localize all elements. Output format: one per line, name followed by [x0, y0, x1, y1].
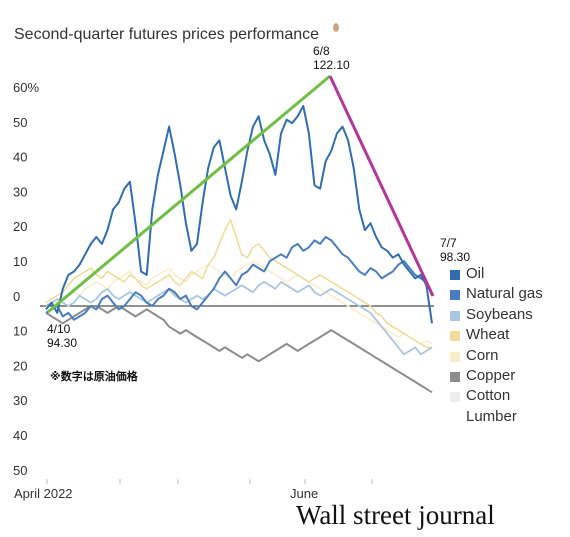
legend-item-natural-gas: Natural gas [450, 284, 543, 304]
legend-swatch [450, 290, 460, 301]
trend-line-down [328, 75, 435, 297]
x-tick-label: April 2022 [14, 486, 73, 501]
annotation-peak-value: 122.10 [313, 58, 350, 72]
title-marker-icon [333, 23, 339, 32]
legend-label: Copper [466, 366, 516, 384]
legend-label: Cotton [466, 387, 511, 405]
legend-swatch [450, 392, 460, 403]
y-tick-label: 40 [13, 150, 27, 165]
trend-line-up [47, 74, 331, 314]
y-tick-label: 0 [13, 289, 20, 304]
annotation-start-date: 4/10 [47, 322, 71, 336]
annotation-end-value: 98.30 [440, 250, 471, 264]
chart-note: ※数字は原油価格 [50, 370, 138, 383]
legend-label: Lumber [466, 407, 517, 425]
legend-item-copper: Copper [450, 366, 543, 386]
legend-item-corn: Corn [450, 346, 543, 366]
y-tick-label: 10 [13, 254, 27, 269]
legend-label: Corn [466, 346, 499, 364]
x-tick-label: June [290, 486, 318, 501]
legend-label: Wheat [466, 326, 510, 344]
series-line-oil [45, 104, 433, 324]
annotation-end-date: 7/7 [440, 236, 457, 250]
legend-label: Soybeans [466, 305, 533, 323]
legend-swatch [450, 270, 460, 280]
y-tick-label: 20 [13, 219, 27, 234]
y-tick-label: 30 [13, 393, 27, 408]
annotation-start: 4/10 94.30 [47, 322, 77, 350]
chart-title: Second-quarter futures prices performanc… [14, 26, 320, 43]
y-tick-label: 60% [13, 80, 39, 95]
legend-label: Natural gas [466, 285, 543, 303]
legend-swatch [450, 331, 460, 342]
y-tick-label: 10 [13, 324, 27, 339]
legend-item-oil: Oil [450, 264, 543, 284]
chart-legend: Oil Natural gas Soybeans Wheat Corn Copp… [450, 264, 543, 427]
series-line-wheat [45, 219, 432, 349]
legend-item-cotton: Cotton [450, 386, 543, 406]
legend-item-wheat: Wheat [450, 325, 543, 345]
series-line-natural-gas [45, 236, 433, 321]
y-tick-label: 50 [13, 115, 27, 130]
legend-swatch [450, 310, 460, 321]
y-tick-label: 30 [13, 184, 27, 199]
y-tick-label: 50 [13, 463, 27, 478]
series-line-copper [45, 305, 433, 394]
annotation-peak: 6/8 122.10 [313, 44, 350, 72]
legend-swatch [450, 412, 460, 423]
legend-swatch [450, 371, 460, 382]
annotation-peak-date: 6/8 [313, 44, 330, 58]
annotation-start-value: 94.30 [47, 336, 78, 350]
legend-label: Oil [466, 265, 485, 282]
legend-item-lumber: Lumber [450, 407, 543, 427]
y-tick-label: 20 [13, 358, 27, 373]
legend-item-soybeans: Soybeans [450, 305, 543, 325]
y-tick-label: 40 [13, 428, 27, 443]
series-line-corn [45, 260, 433, 345]
legend-swatch [450, 351, 460, 362]
series-line-soybeans [45, 280, 433, 356]
annotation-end: 7/7 98.30 [440, 236, 470, 264]
source-credit: Wall street journal [296, 500, 495, 530]
